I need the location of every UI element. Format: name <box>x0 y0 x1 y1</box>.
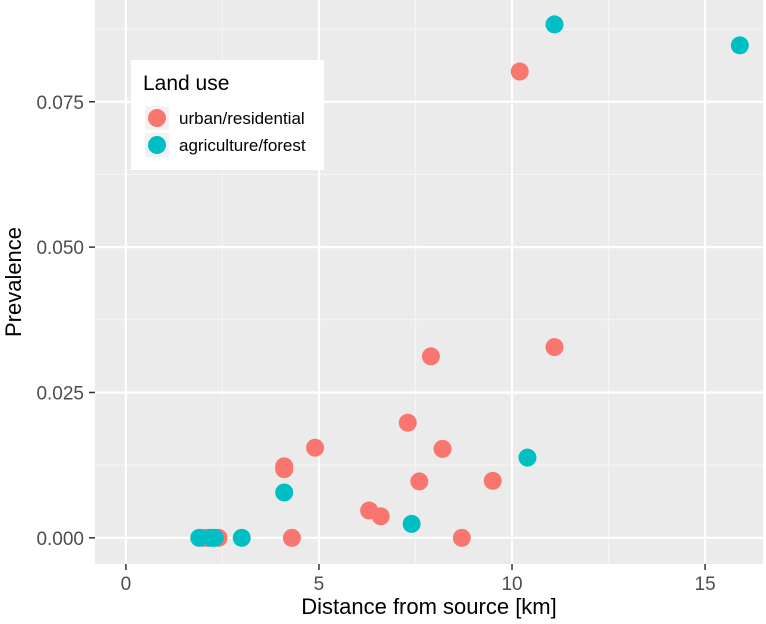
x-tick-label: 15 <box>695 574 716 595</box>
point-urban-residential <box>433 439 452 458</box>
x-tick-label: 5 <box>314 574 325 595</box>
point-urban-residential <box>545 338 564 357</box>
point-agriculture-forest <box>730 36 749 55</box>
legend-title: Land use <box>143 72 229 95</box>
point-urban-residential <box>306 438 325 457</box>
legend-label-urban-residential: urban/residential <box>179 109 305 128</box>
y-tick-label: 0.025 <box>36 383 84 404</box>
axis-ticks: 0 5 10 15 0.000 0.025 0.050 0.075 <box>36 93 715 595</box>
legend: Land use urban/residential agriculture/fo… <box>131 60 324 170</box>
point-urban-residential <box>421 347 440 366</box>
x-tick-label: 0 <box>121 574 132 595</box>
data-points <box>190 15 749 547</box>
point-urban-residential <box>410 472 429 491</box>
point-urban-residential <box>398 413 417 432</box>
legend-key-agriculture-forest <box>148 136 166 154</box>
point-urban-residential <box>275 460 294 479</box>
y-tick-label: 0.050 <box>36 238 84 259</box>
point-agriculture-forest <box>518 448 537 467</box>
point-agriculture-forest <box>275 483 294 502</box>
y-tick-label: 0.000 <box>36 529 84 550</box>
x-axis-title: Distance from source [km] <box>301 594 557 619</box>
point-urban-residential <box>371 507 390 526</box>
y-axis-title: Prevalence <box>1 227 26 337</box>
point-agriculture-forest <box>232 528 251 547</box>
point-urban-residential <box>282 528 301 547</box>
legend-key-urban-residential <box>148 109 166 127</box>
x-tick-label: 10 <box>501 574 522 595</box>
point-agriculture-forest <box>545 15 564 34</box>
point-urban-residential <box>483 471 502 490</box>
legend-label-agriculture-forest: agriculture/forest <box>179 136 306 155</box>
legend-entries: urban/residential agriculture/forest <box>145 106 306 157</box>
point-agriculture-forest <box>402 514 421 533</box>
y-tick-label: 0.075 <box>36 93 84 114</box>
point-urban-residential <box>510 62 529 81</box>
point-agriculture-forest <box>205 528 224 547</box>
point-urban-residential <box>452 528 471 547</box>
